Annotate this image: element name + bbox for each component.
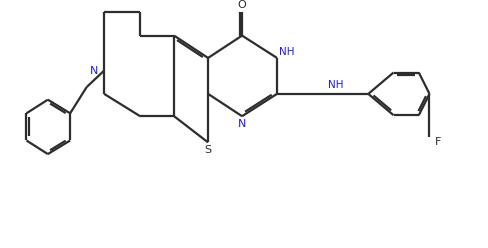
Text: N: N: [90, 65, 99, 76]
Text: O: O: [238, 0, 246, 10]
Text: NH: NH: [327, 80, 343, 90]
Text: F: F: [435, 137, 442, 147]
Text: S: S: [204, 145, 212, 155]
Text: NH: NH: [279, 47, 294, 57]
Text: N: N: [238, 119, 246, 129]
